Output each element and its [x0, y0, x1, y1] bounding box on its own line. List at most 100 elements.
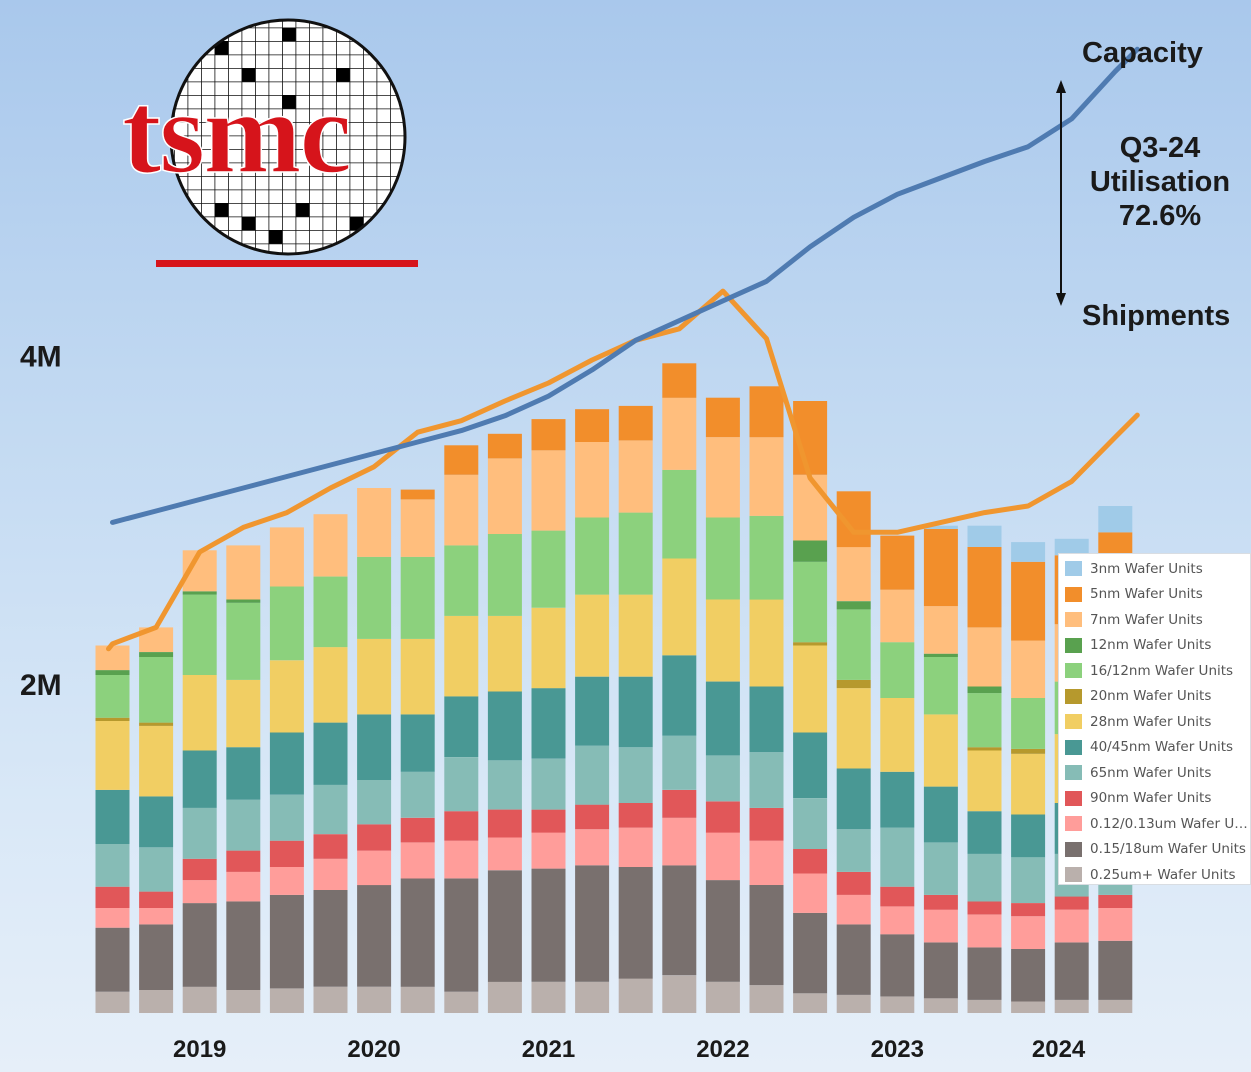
bar-segment	[182, 858, 217, 881]
bar-segment	[95, 645, 130, 671]
bar-segment	[226, 602, 261, 680]
bar-segment	[487, 533, 522, 616]
legend-label: 5nm Wafer Units	[1090, 586, 1203, 603]
bar-segment	[531, 758, 566, 810]
bar-segment	[618, 747, 653, 803]
bar-segment	[662, 469, 697, 559]
bar-segment	[575, 517, 610, 595]
bar-segment	[226, 799, 261, 851]
bar-segment	[662, 558, 697, 656]
bar-segment	[923, 842, 958, 895]
bar-segment	[444, 545, 479, 616]
bar-segment	[880, 535, 915, 590]
bar-segment	[487, 616, 522, 692]
legend-item: 90nm Wafer Units	[1065, 786, 1250, 812]
bar-stack	[444, 445, 479, 1013]
bar-segment	[575, 594, 610, 677]
bar-segment	[836, 547, 871, 602]
bar-segment	[95, 721, 130, 790]
bar-segment	[749, 515, 784, 600]
legend-swatch	[1065, 739, 1082, 755]
bar-segment	[95, 908, 130, 928]
bar-stack	[705, 397, 740, 1013]
legend-swatch	[1065, 688, 1082, 704]
bar-segment	[836, 894, 871, 925]
bar-segment	[182, 750, 217, 808]
bar-segment	[880, 906, 915, 935]
bar-segment	[705, 599, 740, 682]
bar-segment	[269, 840, 304, 867]
bar-segment	[313, 834, 348, 859]
bar-segment	[400, 556, 435, 639]
legend-label: 20nm Wafer Units	[1090, 688, 1212, 705]
bar-segment	[662, 735, 697, 790]
bar-segment	[1054, 538, 1089, 556]
bar-segment	[487, 691, 522, 761]
legend-label: 90nm Wafer Units	[1090, 790, 1212, 807]
legend-item: 65nm Wafer Units	[1065, 760, 1250, 786]
bar-segment	[1054, 909, 1089, 943]
bar-segment	[923, 998, 958, 1013]
bar-segment	[444, 616, 479, 697]
bar-segment	[182, 986, 217, 1013]
utilisation-value: 72.6%	[1119, 200, 1201, 232]
bar-segment	[1011, 748, 1046, 754]
bar-segment	[705, 981, 740, 1013]
bar-segment	[662, 789, 697, 818]
bar-segment	[444, 811, 479, 841]
bar-segment	[95, 886, 130, 908]
bar-segment	[531, 809, 566, 833]
bar-segment	[967, 901, 1002, 915]
bar-segment	[1011, 561, 1046, 641]
bar-segment	[923, 786, 958, 843]
bar-stack	[226, 545, 261, 1013]
utilisation-quarter: Q3-24	[1120, 132, 1201, 164]
bar-segment	[575, 865, 610, 982]
legend-swatch	[1065, 790, 1082, 806]
bar-segment	[705, 681, 740, 756]
bar-segment	[923, 909, 958, 943]
bar-segment	[313, 722, 348, 785]
bar-segment	[749, 752, 784, 808]
bar-segment	[880, 642, 915, 698]
bar-segment	[487, 809, 522, 838]
bar-segment	[269, 794, 304, 841]
legend-swatch	[1065, 586, 1082, 602]
bar-segment	[618, 867, 653, 979]
bar-segment	[705, 397, 740, 438]
bar-segment	[1011, 814, 1046, 858]
bar-stack	[662, 363, 697, 1013]
bar-segment	[618, 803, 653, 828]
bar-segment	[967, 547, 1002, 628]
legend-label: 28nm Wafer Units	[1090, 713, 1212, 730]
bar-segment	[357, 638, 392, 715]
x-year-label: 2019	[173, 1036, 226, 1063]
bar-segment	[793, 474, 828, 541]
bar-segment	[313, 647, 348, 723]
bar-segment	[836, 995, 871, 1013]
bar-segment	[618, 405, 653, 441]
bar-segment	[357, 986, 392, 1013]
legend-item: 20nm Wafer Units	[1065, 684, 1250, 710]
bar-segment	[313, 858, 348, 890]
bar-segment	[400, 986, 435, 1013]
legend-swatch	[1065, 612, 1082, 628]
legend-label: 0.25um+ Wafer Units	[1090, 866, 1236, 883]
bar-segment	[444, 445, 479, 475]
legend-item: 5nm Wafer Units	[1065, 582, 1250, 608]
bar-segment	[357, 780, 392, 825]
bar-segment	[967, 999, 1002, 1013]
bar-segment	[575, 804, 610, 830]
bar-segment	[880, 996, 915, 1013]
bar-segment	[662, 975, 697, 1013]
bar-segment	[575, 829, 610, 866]
bar-segment	[880, 698, 915, 772]
bar-segment	[1011, 916, 1046, 949]
bar-segment	[313, 784, 348, 835]
logo-underline	[156, 260, 418, 267]
bar-segment	[139, 908, 174, 925]
bar-segment	[749, 686, 784, 753]
bar-segment	[967, 693, 1002, 748]
bar-segment	[618, 440, 653, 513]
bar-segment	[400, 771, 435, 818]
